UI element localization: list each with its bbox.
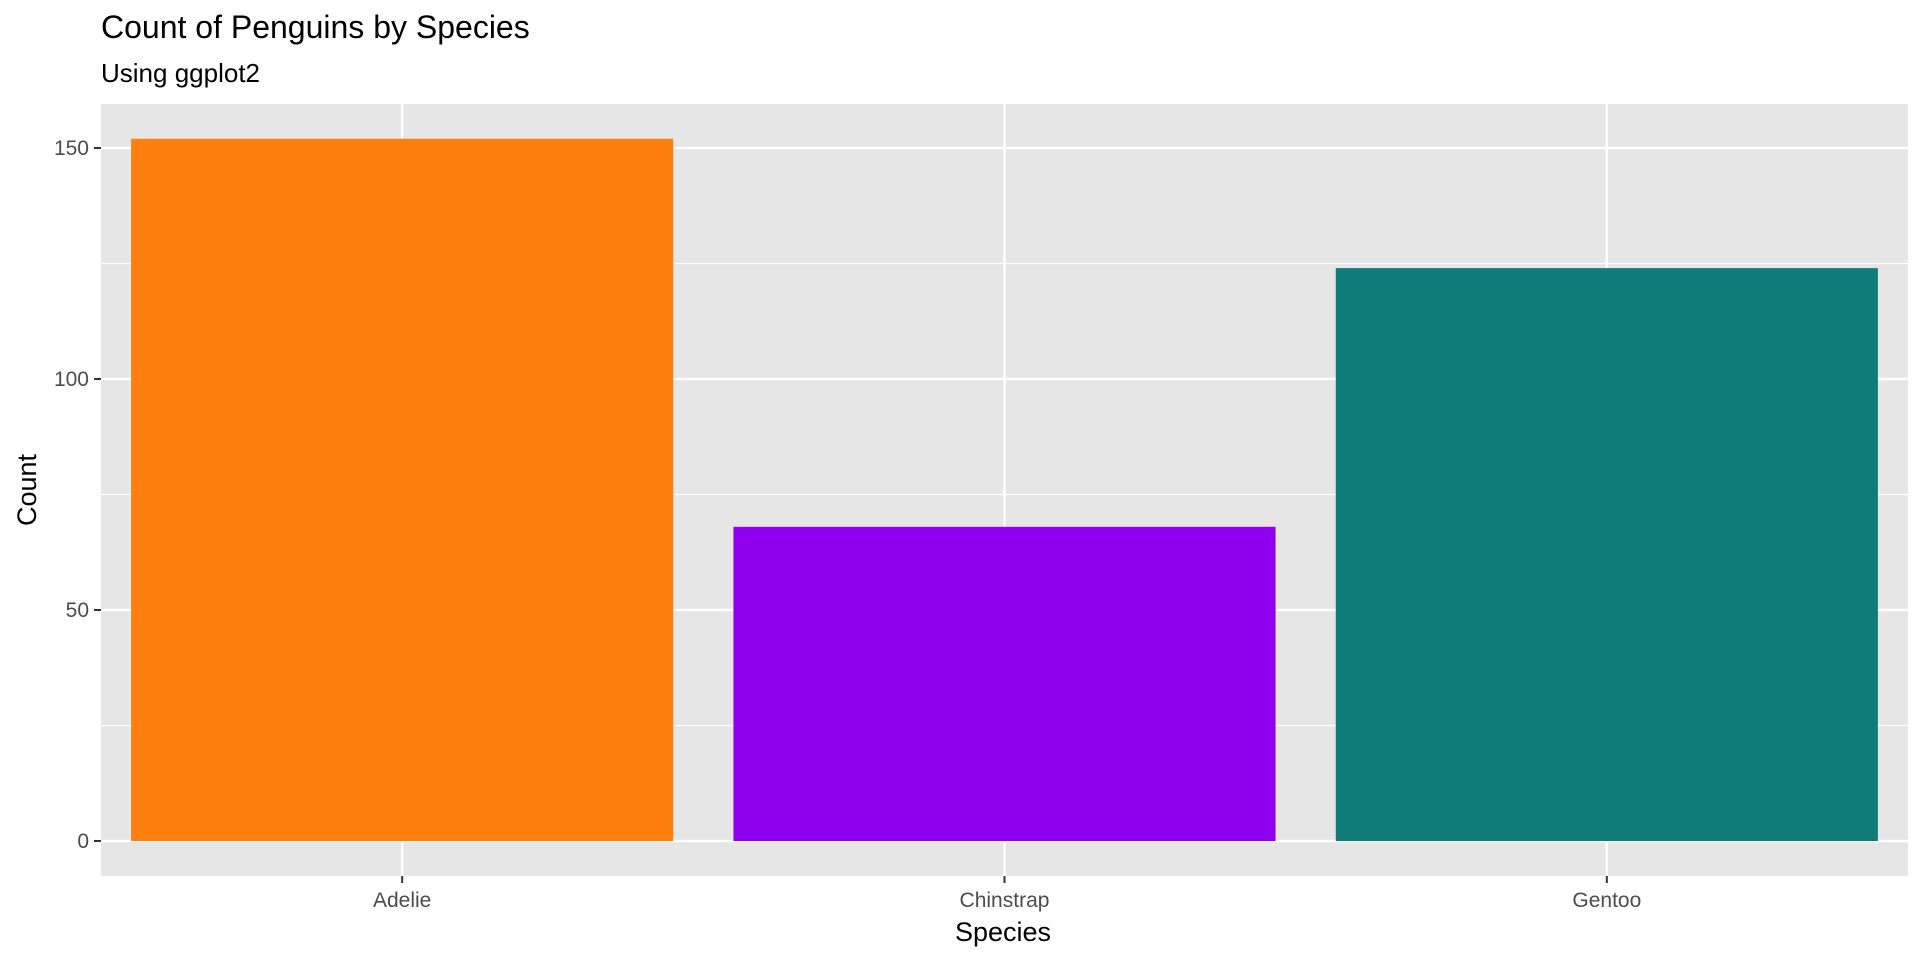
y-tick-label: 150 — [54, 137, 89, 160]
y-tick-label: 50 — [66, 599, 89, 622]
bar-adelie — [131, 138, 674, 841]
x-tick-label-gentoo: Gentoo — [1572, 889, 1641, 912]
x-tick-label-adelie: Adelie — [373, 889, 431, 912]
chart-subtitle: Using ggplot2 — [101, 58, 260, 88]
y-tick-label: 100 — [54, 368, 89, 391]
y-tick-label: 0 — [77, 830, 89, 853]
y-axis: 0 50 100 150 — [54, 137, 101, 853]
x-axis: Adelie Chinstrap Gentoo — [373, 876, 1641, 912]
y-axis-title: Count — [12, 453, 42, 526]
bar-chinstrap — [733, 526, 1276, 841]
x-axis-title: Species — [955, 917, 1051, 947]
chart-title: Count of Penguins by Species — [101, 9, 530, 45]
x-tick-label-chinstrap: Chinstrap — [960, 889, 1050, 912]
bar-gentoo — [1335, 268, 1878, 841]
bars — [131, 138, 1878, 841]
